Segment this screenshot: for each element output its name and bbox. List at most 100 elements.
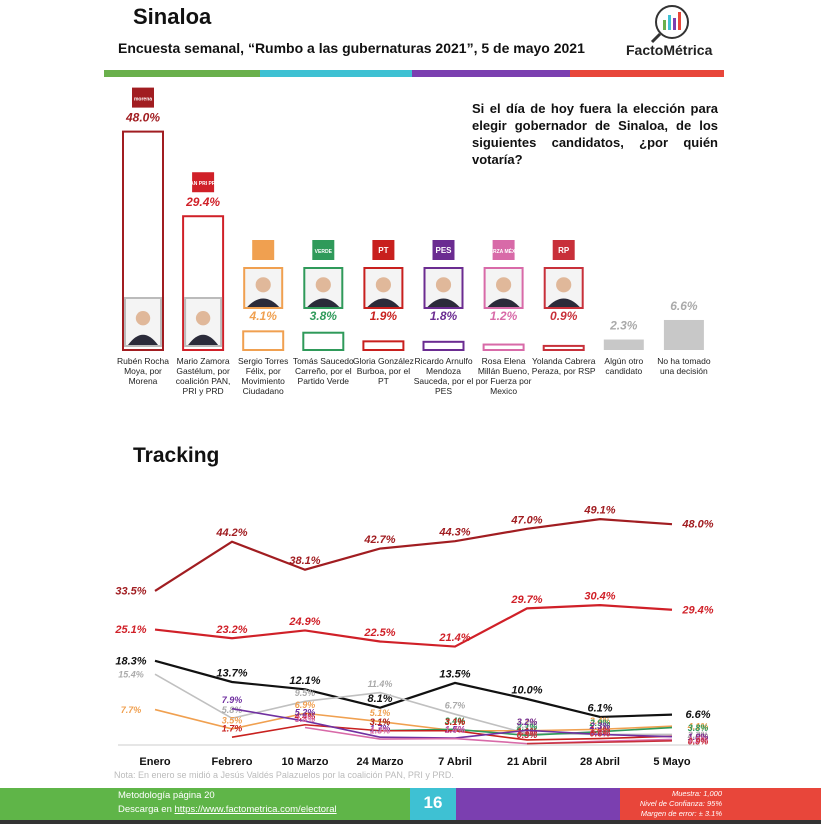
- series-line: [304, 726, 673, 745]
- value-label: 1.2%: [490, 309, 518, 323]
- download: Descarga en https://www.factometrica.com…: [118, 804, 337, 815]
- data-label: 22.5%: [363, 627, 395, 639]
- photo-body: [487, 298, 520, 307]
- data-label: 5.8%: [222, 705, 243, 715]
- data-label: 1.3%: [370, 726, 391, 736]
- footer-band: [456, 788, 620, 820]
- page-number: 16: [423, 793, 443, 812]
- data-label: 7.7%: [121, 705, 142, 715]
- data-label: 1.7%: [370, 724, 391, 734]
- sample: Muestra: 1,000: [671, 789, 722, 798]
- data-label: 23.2%: [215, 624, 247, 636]
- value-label: 4.1%: [249, 309, 278, 323]
- data-label: 1.9%: [688, 732, 709, 742]
- data-label: 10.0%: [511, 685, 542, 697]
- series-line: [379, 726, 673, 737]
- data-label: 3.8%: [295, 714, 316, 724]
- party-logo: [432, 240, 455, 260]
- data-label: 3.1%: [370, 717, 391, 727]
- party-logo: [252, 240, 275, 260]
- footer-edge: [0, 820, 821, 824]
- category-label: Tomás Saucedo Carreño, por el Partido Ve…: [292, 356, 354, 386]
- category-label: Rosa Elena Millán Bueno, por Fuerza por …: [475, 356, 532, 396]
- footer-stats: Muestra: 1,000 Nivel de Confianza: 95% M…: [620, 789, 722, 819]
- x-tick-label: 5 Mayo: [653, 756, 691, 768]
- data-label: 29.4%: [681, 604, 713, 616]
- value-label: 1.8%: [430, 309, 458, 323]
- data-label: 0.8%: [590, 728, 611, 738]
- series-line: [154, 518, 673, 592]
- bar: [362, 340, 405, 352]
- photo-body: [367, 298, 400, 307]
- data-label: 24.9%: [288, 616, 320, 628]
- data-label: 11.4%: [368, 679, 393, 689]
- data-label: 13.7%: [216, 667, 247, 679]
- stripe: [412, 70, 570, 77]
- stripe: [260, 70, 412, 77]
- data-label: 6.9%: [295, 700, 316, 710]
- photo-face: [135, 310, 151, 326]
- photo-face: [195, 310, 211, 326]
- party-logo: [372, 240, 395, 260]
- series-line: [231, 723, 673, 741]
- data-label: 1.2%: [688, 735, 709, 745]
- party-logo-text: RP: [558, 246, 570, 255]
- data-label: 21.4%: [438, 632, 470, 644]
- footer-band: [410, 788, 456, 820]
- party-logo-text: PT: [378, 246, 388, 255]
- footer-band: [0, 788, 410, 820]
- value-label: 3.8%: [310, 309, 338, 323]
- stripe: [570, 70, 724, 77]
- data-label: 1.8%: [688, 732, 709, 742]
- data-label: 15.4%: [118, 670, 144, 680]
- party-logo-text: morena: [134, 97, 152, 103]
- data-label: 3.1%: [445, 717, 466, 727]
- value-label: 1.9%: [370, 309, 398, 323]
- photo-face: [496, 277, 512, 293]
- data-label: 1.1%: [517, 726, 538, 736]
- party-logo: [132, 87, 154, 108]
- bar: [242, 330, 285, 352]
- party-logo: [312, 240, 335, 260]
- bar: [422, 340, 465, 351]
- confidence: Nivel de Confianza: 95%: [639, 799, 722, 808]
- data-label: 5.1%: [370, 708, 391, 718]
- methodology: Metodología página 20: [118, 790, 215, 801]
- party-logo-text: PAN PRI PRD: [187, 181, 219, 187]
- data-label: 12.1%: [289, 675, 320, 687]
- data-label: 25.1%: [114, 624, 146, 636]
- photo-face: [315, 277, 331, 293]
- category-label: No ha tomado una decisión: [657, 356, 711, 376]
- value-label: 2.3%: [609, 319, 638, 333]
- bar: [603, 339, 644, 350]
- data-label: 6.6%: [685, 709, 710, 721]
- download-link[interactable]: https://www.factometrica.com/electoral: [174, 804, 337, 815]
- data-label: 47.0%: [510, 514, 542, 526]
- data-label: 2.3%: [589, 721, 611, 731]
- data-label: 3.8%: [688, 723, 709, 733]
- bar: [122, 130, 164, 351]
- data-label: 8.1%: [367, 693, 392, 705]
- photo-face: [435, 277, 452, 293]
- title: Sinaloa: [133, 4, 212, 29]
- bar: [482, 343, 525, 352]
- category-label: Sergio Torres Félix, por Movimiento Ciud…: [237, 356, 289, 396]
- party-logo-text: VERDE: [315, 249, 333, 255]
- data-label: 49.1%: [583, 505, 615, 517]
- data-label: 30.4%: [584, 591, 615, 603]
- photo-body: [247, 298, 280, 307]
- data-label: 1.4%: [445, 725, 466, 735]
- data-label: 9.5%: [295, 688, 316, 698]
- bar: [542, 344, 585, 351]
- x-tick-label: Febrero: [212, 756, 253, 768]
- category-label: Yolanda Cabrera Peraza, por RSP: [531, 356, 596, 376]
- party-logo: [492, 240, 515, 260]
- data-label: 44.2%: [215, 527, 247, 539]
- data-label: 33.5%: [115, 585, 146, 597]
- category-label: Ricardo Arnulfo Mendoza Sauceda, por el …: [413, 356, 474, 396]
- photo-body: [128, 334, 158, 345]
- photo-face: [375, 277, 391, 293]
- value-label: 48.0%: [125, 111, 160, 125]
